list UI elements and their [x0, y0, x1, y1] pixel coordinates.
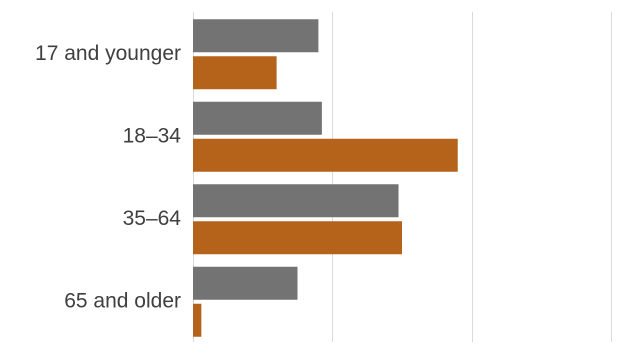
bar-1-1 — [193, 19, 319, 53]
bar-2-3 — [193, 221, 402, 255]
bars — [193, 19, 458, 337]
bar-1-4 — [193, 266, 298, 300]
category-label: 18–34 — [123, 124, 182, 147]
bar-1-3 — [193, 184, 399, 218]
bar-2-2 — [193, 138, 458, 172]
bar-2-4 — [193, 303, 202, 337]
bar-1-2 — [193, 101, 322, 135]
category-label: 35–64 — [123, 207, 182, 230]
category-label: 65 and older — [64, 289, 181, 312]
category-label: 17 and younger — [35, 42, 181, 65]
category-labels: 17 and younger 18–34 35–64 65 and older — [35, 42, 181, 313]
bar-2-1 — [193, 56, 277, 90]
